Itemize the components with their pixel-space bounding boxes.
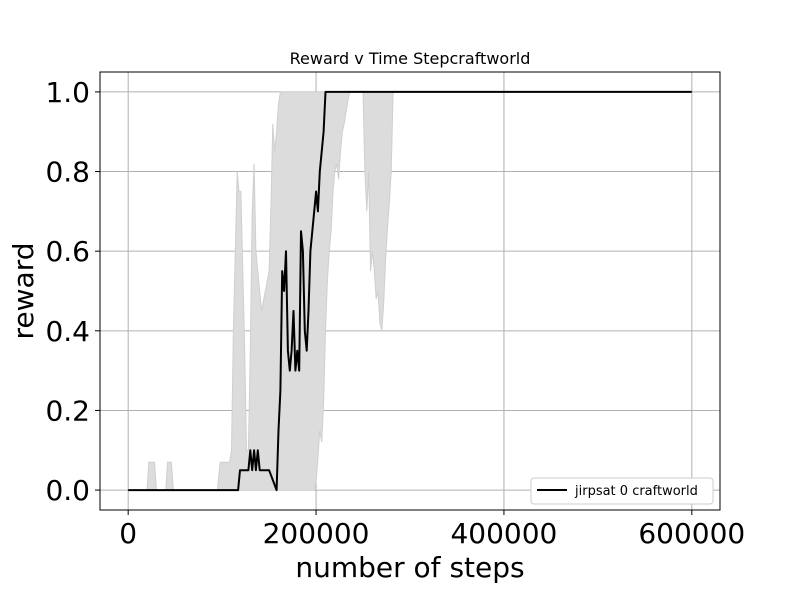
y-tick-label: 0.4 (45, 315, 90, 348)
chart-title: Reward v Time Stepcraftworld (290, 49, 531, 68)
x-tick-label: 200000 (263, 517, 370, 550)
y-axis-label: reward (7, 243, 40, 340)
x-tick-label: 400000 (450, 517, 557, 550)
series-line (128, 90, 692, 492)
y-tick-label: 0.0 (45, 474, 90, 507)
y-tick-label: 0.8 (45, 156, 90, 189)
y-axis-ticks: 0.0 0.2 0.4 0.6 0.8 1.0 (45, 76, 100, 507)
legend-box (530, 477, 714, 505)
x-axis-ticks: 0 200000 400000 600000 (119, 510, 745, 550)
plot-frame (99, 71, 721, 511)
confidence-band (128, 91, 692, 491)
confidence-band-area (128, 91, 692, 491)
y-tick-label: 0.6 (45, 235, 90, 268)
y-tick-label: 0.2 (45, 394, 90, 427)
legend: jirpsat 0 craftworld (530, 477, 714, 505)
x-tick-label: 0 (119, 517, 137, 550)
legend-entry-label: jirpsat 0 craftworld (574, 484, 698, 499)
x-axis-label: number of steps (295, 551, 524, 584)
y-tick-label: 1.0 (45, 76, 90, 109)
x-tick-label: 600000 (638, 517, 745, 550)
series-lines (128, 90, 692, 492)
